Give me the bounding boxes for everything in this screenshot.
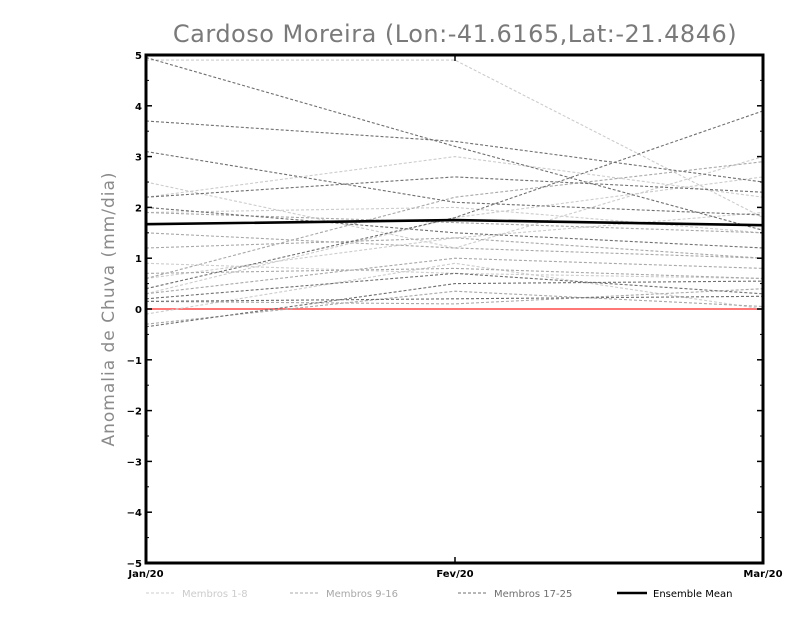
member-series-line — [145, 150, 764, 216]
y-axis-label: Anomalia de Chuva (mm/dia) — [99, 171, 119, 446]
chart-title: Cardoso Moreira (Lon:-41.6165,Lat:-21.48… — [173, 20, 737, 48]
member-series-line — [145, 280, 764, 328]
plot-lines — [145, 56, 764, 328]
member-series-line — [145, 176, 764, 295]
member-series-line — [145, 257, 764, 295]
y-tick-label: −4 — [127, 508, 142, 519]
x-tick-label: Mar/20 — [743, 569, 782, 580]
member-series-line — [145, 267, 764, 280]
x-tick-label: Jan/20 — [127, 569, 163, 580]
legend-label: Ensemble Mean — [653, 589, 732, 600]
y-axis-ticks: 5 4 3 2 1 0 −1 −2 −3 −4 −5 — [127, 51, 763, 570]
member-series-line — [145, 161, 764, 280]
legend-label: Membros 17-25 — [494, 589, 572, 600]
y-tick-label: 2 — [135, 203, 142, 214]
member-series-line — [146, 59, 764, 219]
x-tick-label: Fev/20 — [436, 569, 473, 580]
member-series-line — [145, 110, 764, 290]
y-tick-label: −2 — [127, 407, 142, 418]
y-tick-label: 5 — [135, 51, 142, 62]
member-series-line — [145, 262, 764, 315]
member-series-line — [145, 176, 764, 198]
member-series-line — [145, 120, 764, 183]
y-tick-label: 1 — [135, 254, 142, 265]
y-tick-label: 0 — [135, 305, 142, 316]
member-series-line — [145, 295, 764, 302]
y-tick-label: −5 — [127, 559, 142, 570]
x-axis-ticks: Jan/20 Fev/20 Mar/20 — [127, 55, 783, 580]
legend: Membros 1-8 Membros 9-16 Membros 17-25 Ense… — [146, 589, 732, 600]
legend-label: Membros 1-8 — [182, 589, 248, 600]
y-tick-label: 3 — [135, 153, 142, 164]
plot-frame — [144, 53, 765, 565]
y-tick-label: −3 — [127, 457, 142, 468]
member-series-line — [145, 290, 764, 325]
member-series-line — [145, 56, 764, 231]
y-tick-label: 4 — [135, 102, 142, 113]
ensemble-mean-line — [145, 218, 764, 227]
member-series-line — [145, 272, 764, 300]
legend-label: Membros 9-16 — [326, 589, 398, 600]
y-tick-label: −1 — [127, 356, 142, 367]
member-series-line — [145, 211, 764, 280]
member-series-line — [145, 206, 764, 249]
member-series-line — [145, 156, 764, 198]
